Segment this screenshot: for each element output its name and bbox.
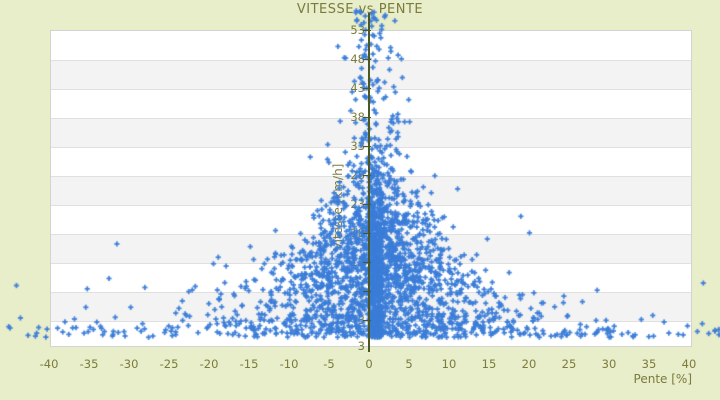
x-tick-label: -5 [323, 357, 335, 371]
gridline [51, 234, 691, 235]
x-tick-label: -40 [39, 357, 59, 371]
x-tick-label: -30 [119, 357, 139, 371]
grid-band [51, 292, 691, 321]
x-tick-label: 0 [365, 357, 373, 371]
y-tick-label: 53 [350, 23, 365, 37]
grid-band [51, 263, 691, 292]
y-axis-tick [363, 320, 371, 321]
gridline [51, 89, 691, 90]
grid-band [51, 118, 691, 147]
x-tick-label: 25 [561, 357, 577, 371]
grid-band [51, 321, 691, 346]
y-tick-label: 28 [350, 168, 365, 182]
y-tick-label: 23 [350, 197, 365, 211]
x-tick-label: 10 [441, 357, 457, 371]
y-tick-label: 43 [350, 81, 365, 95]
y-axis-tick [363, 204, 371, 205]
y-axis-tick [363, 262, 371, 263]
x-tick-label: 35 [641, 357, 657, 371]
y-axis-tick [363, 30, 371, 31]
x-tick-label: 30 [601, 357, 617, 371]
gridline [51, 147, 691, 148]
x-axis-title: Pente [%] [633, 372, 692, 386]
grid-band [51, 89, 691, 118]
gridline [51, 118, 691, 119]
y-axis-tick [363, 88, 371, 89]
x-tick-label: 20 [521, 357, 537, 371]
gridline [51, 321, 691, 322]
y-tick-label: 38 [350, 110, 365, 124]
x-tick-label: -15 [239, 357, 259, 371]
y-axis-tick [363, 146, 371, 147]
x-tick-label: -35 [79, 357, 99, 371]
grid-band [51, 31, 691, 60]
x-tick-label: 5 [405, 357, 413, 371]
y-tick-label: 13 [350, 255, 365, 269]
y-tick-label: 33 [350, 139, 365, 153]
y-axis-end-label: 3 [357, 339, 365, 353]
gridline [51, 205, 691, 206]
y-axis-tick [363, 291, 371, 292]
gridline [51, 292, 691, 293]
grid-band [51, 176, 691, 205]
y-tick-label: 18 [350, 226, 365, 240]
y-axis-tick [363, 117, 371, 118]
gridline [51, 263, 691, 264]
x-tick-label: -10 [279, 357, 299, 371]
plot-area [50, 30, 692, 347]
y-axis-tick [363, 233, 371, 234]
y-tick-label: 48 [350, 52, 365, 66]
y-axis-tick [363, 175, 371, 176]
grid-band [51, 147, 691, 176]
grid-band [51, 234, 691, 263]
y-axis-tick [363, 59, 371, 60]
grid-band [51, 60, 691, 89]
chart-title: VITESSE vs PENTE [296, 2, 424, 17]
grid-band [51, 205, 691, 234]
x-tick-label: -20 [199, 357, 219, 371]
y-tick-label: 8 [357, 284, 365, 298]
y-tick-label: 3 [357, 313, 365, 327]
gridline [51, 176, 691, 177]
x-tick-label: 40 [681, 357, 697, 371]
x-tick-label: 15 [481, 357, 497, 371]
y-axis-line [368, 13, 370, 352]
x-tick-label: -25 [159, 357, 179, 371]
gridline [51, 60, 691, 61]
